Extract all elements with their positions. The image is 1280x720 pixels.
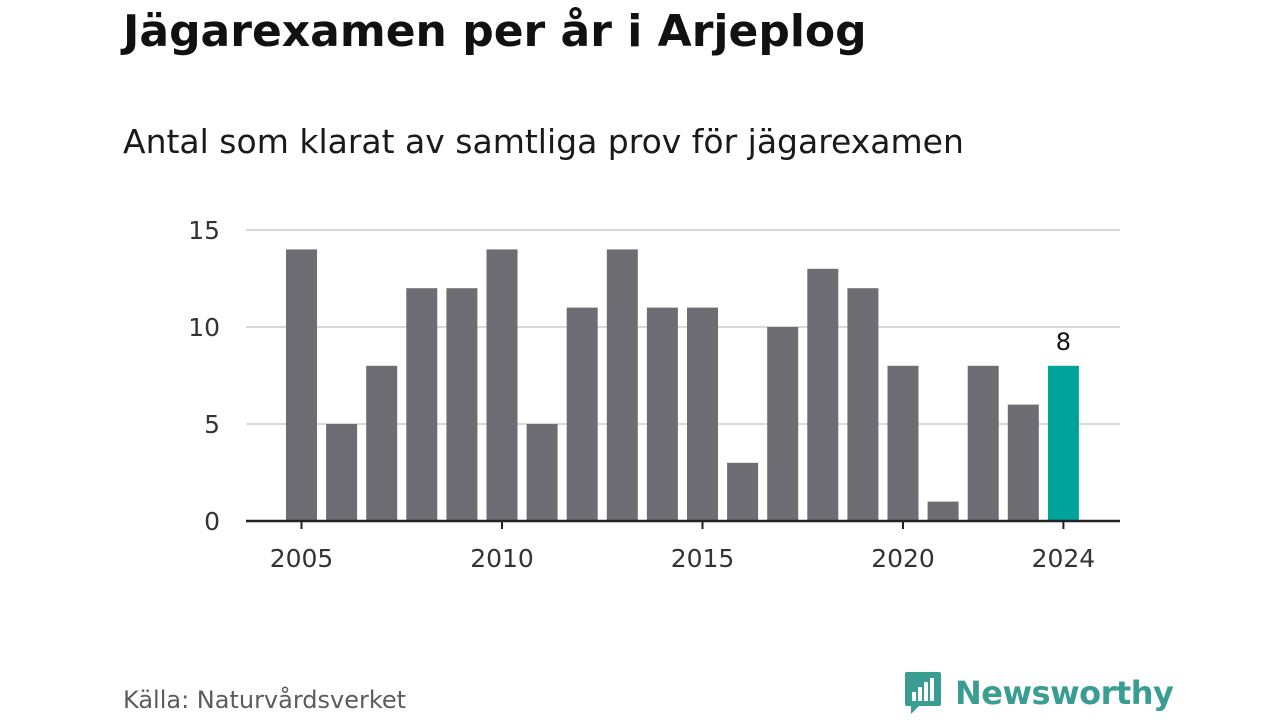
bar-2019 xyxy=(847,288,879,521)
bar-2020 xyxy=(887,365,919,521)
source-note: Källa: Naturvårdsverket xyxy=(123,686,407,714)
bars xyxy=(286,249,1079,521)
bar-2010 xyxy=(486,249,518,521)
x-tick-label: 2024 xyxy=(1032,544,1096,573)
y-tick-label: 0 xyxy=(204,507,220,536)
bar-2007 xyxy=(366,365,398,521)
bar-chart-speech-bubble-icon xyxy=(905,672,941,714)
data-label-2024: 8 xyxy=(1056,328,1071,356)
labels: 0 5 10 15 8 2005 2010 2015 2020 2024 xyxy=(188,216,1095,573)
bar-2021 xyxy=(927,501,959,521)
brand-logo: Newsworthy xyxy=(903,670,1174,716)
bar-2012 xyxy=(566,307,598,521)
bar-2024 xyxy=(1047,365,1079,521)
chart-subtitle: Antal som klarat av samtliga prov för jä… xyxy=(123,122,964,161)
bar-chart: 0 5 10 15 8 2005 2010 2015 2020 2024 xyxy=(188,216,1120,573)
bar-2013 xyxy=(606,249,638,521)
axes xyxy=(246,519,1120,529)
bar-2015 xyxy=(687,307,718,521)
bar-2017 xyxy=(767,327,799,521)
bar-2011 xyxy=(526,424,558,521)
y-tick-label: 10 xyxy=(188,313,220,342)
y-tick-label: 15 xyxy=(188,216,220,245)
brand-name: Newsworthy xyxy=(955,674,1174,712)
bar-2016 xyxy=(727,462,759,521)
bar-2014 xyxy=(646,307,678,521)
bar-2022 xyxy=(967,365,999,521)
bar-2006 xyxy=(326,424,358,521)
bar-2005 xyxy=(286,249,317,521)
bar-2018 xyxy=(807,268,839,521)
x-tick-label: 2020 xyxy=(871,544,935,573)
bar-2008 xyxy=(406,288,438,521)
x-tick-label: 2005 xyxy=(270,544,334,573)
x-tick-label: 2015 xyxy=(671,544,735,573)
bar-2009 xyxy=(446,288,478,521)
chart-title: Jägarexamen per år i Arjeplog xyxy=(123,6,867,57)
x-tick-label: 2010 xyxy=(470,544,534,573)
y-tick-label: 5 xyxy=(204,410,220,439)
bar-2023 xyxy=(1007,404,1039,521)
